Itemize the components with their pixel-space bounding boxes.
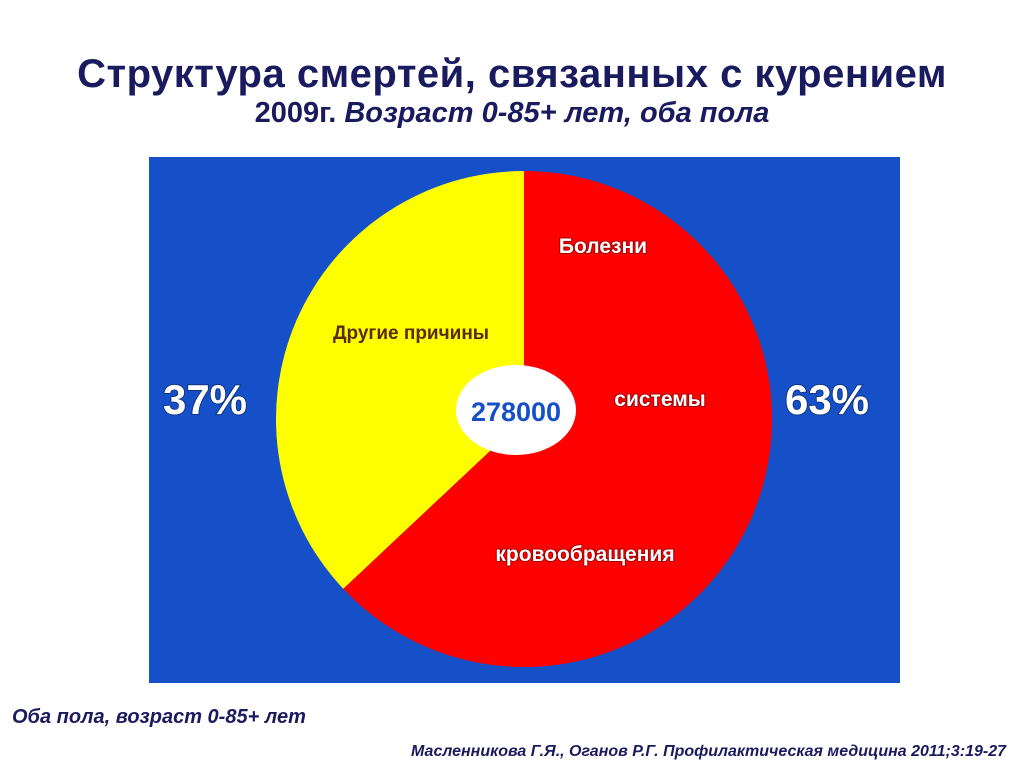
slide-title: Структура смертей, связанных с курением — [77, 52, 947, 96]
citation: Масленникова Г.Я., Оганов Р.Г. Профилакт… — [411, 743, 1006, 760]
subtitle-detail: Возраст 0-85+ лет, оба пола — [344, 97, 770, 129]
slice-label-circulatory-line1: Болезни — [559, 235, 647, 258]
slice-label-other: Другие причины — [333, 323, 489, 344]
subtitle-year: 2009г. — [254, 97, 337, 129]
footer-note: Оба пола, возраст 0-85+ лет — [12, 706, 306, 728]
percent-label-circulatory: 63% — [785, 376, 869, 423]
pie-slice-other — [276, 171, 524, 589]
chart-panel: 278000 Болезни системы кровообращения Др… — [149, 157, 900, 683]
slice-label-circulatory-line2: системы — [614, 388, 705, 411]
percent-label-other: 37% — [163, 376, 247, 423]
pie-chart: 278000 Болезни системы кровообращения Др… — [162, 171, 870, 667]
center-total-ellipse — [456, 365, 576, 455]
slice-label-circulatory-line3: кровообращения — [495, 543, 674, 566]
slide-subtitle: 2009г. Возраст 0-85+ лет, оба пола — [0, 97, 1024, 130]
center-total-label: 278000 — [471, 397, 561, 427]
